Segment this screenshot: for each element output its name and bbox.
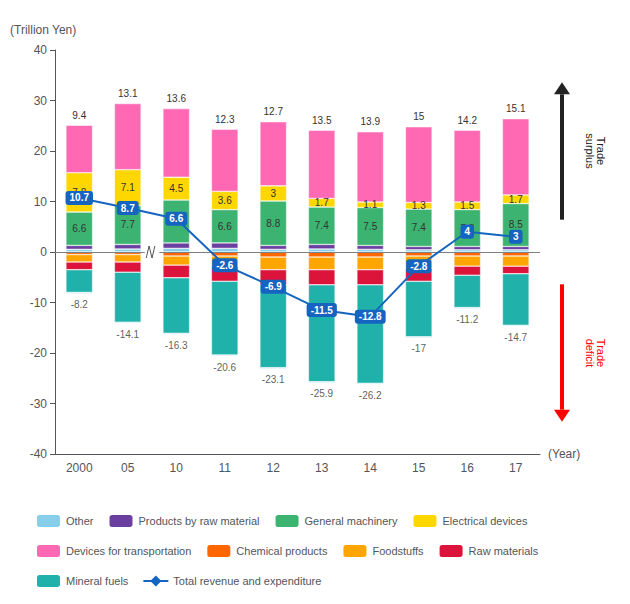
svg-text:8.8: 8.8 xyxy=(266,218,280,229)
svg-text:-12.8: -12.8 xyxy=(359,311,382,322)
svg-text:10.7: 10.7 xyxy=(70,192,90,203)
svg-text:12.3: 12.3 xyxy=(215,114,235,125)
svg-text:Chemical products: Chemical products xyxy=(236,545,328,557)
svg-text:-2.8: -2.8 xyxy=(410,261,428,272)
svg-text:7.1: 7.1 xyxy=(121,182,135,193)
svg-text:12: 12 xyxy=(267,461,281,475)
svg-text:15: 15 xyxy=(412,461,426,475)
svg-text:-10: -10 xyxy=(30,296,48,310)
svg-text:surplus: surplus xyxy=(584,133,596,169)
svg-text:-14.1: -14.1 xyxy=(116,329,139,340)
svg-text:-20.6: -20.6 xyxy=(213,362,236,373)
svg-text:13: 13 xyxy=(315,461,329,475)
svg-text:1.3: 1.3 xyxy=(412,200,426,211)
svg-text:12.7: 12.7 xyxy=(264,106,284,117)
svg-text:7.4: 7.4 xyxy=(315,220,329,231)
svg-text:1.5: 1.5 xyxy=(460,200,474,211)
svg-text:-11.5: -11.5 xyxy=(311,305,334,316)
svg-text:3: 3 xyxy=(513,231,519,242)
svg-text:6.6: 6.6 xyxy=(169,213,183,224)
svg-text:4: 4 xyxy=(464,226,470,237)
svg-text:13.6: 13.6 xyxy=(167,93,187,104)
svg-text:13.5: 13.5 xyxy=(312,115,332,126)
svg-text:Devices for transportation: Devices for transportation xyxy=(66,545,191,557)
svg-text:Total revenue and expenditure: Total revenue and expenditure xyxy=(173,575,321,587)
svg-text:40: 40 xyxy=(34,43,48,57)
svg-text:13.9: 13.9 xyxy=(361,116,381,127)
svg-text:-25.9: -25.9 xyxy=(310,388,333,399)
svg-text:8.5: 8.5 xyxy=(509,219,523,230)
svg-text:6.6: 6.6 xyxy=(218,221,232,232)
svg-text:7.7: 7.7 xyxy=(121,219,135,230)
svg-text:1.1: 1.1 xyxy=(363,199,377,210)
svg-text:Raw materials: Raw materials xyxy=(469,545,539,557)
svg-text:17: 17 xyxy=(509,461,523,475)
svg-text:Products by raw material: Products by raw material xyxy=(139,515,260,527)
svg-text:deficit: deficit xyxy=(584,339,596,368)
svg-text:-6.9: -6.9 xyxy=(265,281,283,292)
svg-text:16: 16 xyxy=(461,461,475,475)
svg-text:7.5: 7.5 xyxy=(363,221,377,232)
svg-text:(Year): (Year) xyxy=(548,447,580,461)
svg-text:-30: -30 xyxy=(30,397,48,411)
svg-text:-2.6: -2.6 xyxy=(216,260,234,271)
svg-text:15: 15 xyxy=(413,111,425,122)
svg-text:8.7: 8.7 xyxy=(121,203,135,214)
svg-text:-14.7: -14.7 xyxy=(504,332,527,343)
svg-text:-40: -40 xyxy=(30,447,48,461)
svg-text:05: 05 xyxy=(121,461,135,475)
svg-text:2000: 2000 xyxy=(66,461,93,475)
svg-text:3: 3 xyxy=(270,188,276,199)
svg-text:-23.1: -23.1 xyxy=(262,374,285,385)
svg-text:Other: Other xyxy=(66,515,94,527)
svg-text:Trade: Trade xyxy=(594,136,607,166)
svg-text:3.6: 3.6 xyxy=(218,195,232,206)
svg-text:-11.2: -11.2 xyxy=(456,314,478,325)
svg-text:-8.2: -8.2 xyxy=(71,299,89,310)
svg-text:Electrical devices: Electrical devices xyxy=(442,515,527,527)
svg-text:Foodstuffs: Foodstuffs xyxy=(372,545,424,557)
svg-text:10: 10 xyxy=(34,195,48,209)
svg-text:0: 0 xyxy=(40,245,47,259)
svg-text:20: 20 xyxy=(34,144,48,158)
svg-text:-20: -20 xyxy=(30,346,48,360)
svg-text:14.2: 14.2 xyxy=(458,115,478,126)
svg-text:Mineral fuels: Mineral fuels xyxy=(66,575,129,587)
svg-text:4.5: 4.5 xyxy=(169,183,183,194)
svg-text:9.4: 9.4 xyxy=(72,110,86,121)
svg-text:(Trillion Yen): (Trillion Yen) xyxy=(10,23,76,37)
svg-text:14: 14 xyxy=(364,461,378,475)
svg-text:15.1: 15.1 xyxy=(506,103,526,114)
svg-text:-17: -17 xyxy=(412,343,427,354)
svg-text:10: 10 xyxy=(170,461,184,475)
svg-text:1.7: 1.7 xyxy=(509,194,523,205)
svg-text:Trade: Trade xyxy=(594,338,607,368)
svg-text:General machinery: General machinery xyxy=(305,515,398,527)
svg-text:7.4: 7.4 xyxy=(412,222,426,233)
svg-text:1.7: 1.7 xyxy=(315,197,329,208)
svg-text:13.1: 13.1 xyxy=(118,88,138,99)
svg-text:30: 30 xyxy=(34,94,48,108)
svg-text:6.6: 6.6 xyxy=(72,223,86,234)
svg-text:-16.3: -16.3 xyxy=(165,340,188,351)
svg-text:11: 11 xyxy=(219,461,232,475)
svg-text:-26.2: -26.2 xyxy=(359,390,382,401)
